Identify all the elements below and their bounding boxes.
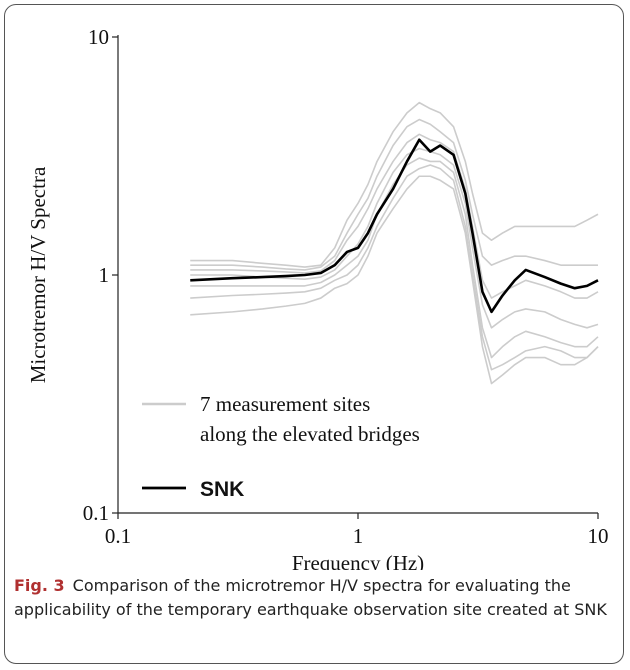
y-tick-label: 10 <box>88 25 109 49</box>
series-line <box>190 157 599 359</box>
x-tick-label: 10 <box>588 524 609 548</box>
figure-frame <box>4 4 624 664</box>
caption-text: Comparison of the microtremor H/V spectr… <box>14 576 607 619</box>
series-line <box>190 118 598 271</box>
legend-label: 7 measurement sites <box>200 392 370 416</box>
caption-label: Fig. 3 <box>14 576 65 595</box>
legend-label: along the elevated bridges <box>200 422 420 446</box>
x-axis-label: Frequency (Hz) <box>292 551 424 570</box>
chart: Microtremor H/V Spectra Frequency (Hz) 0… <box>26 25 609 570</box>
series-line <box>190 133 599 299</box>
x-tick-label: 0.1 <box>105 524 131 548</box>
series-line <box>190 138 599 314</box>
y-tick-label: 1 <box>99 263 110 287</box>
y-tick-label: 0.1 <box>83 501 109 525</box>
legend-label: SNK <box>200 478 244 501</box>
series-line <box>190 175 599 385</box>
x-tick-label: 1 <box>353 524 364 548</box>
caption: Fig. 3 Comparison of the microtremor H/V … <box>14 574 614 622</box>
y-axis-label: Microtremor H/V Spectra <box>26 166 50 383</box>
series-line <box>190 147 599 329</box>
series-line <box>190 164 599 371</box>
series-line <box>190 101 599 268</box>
